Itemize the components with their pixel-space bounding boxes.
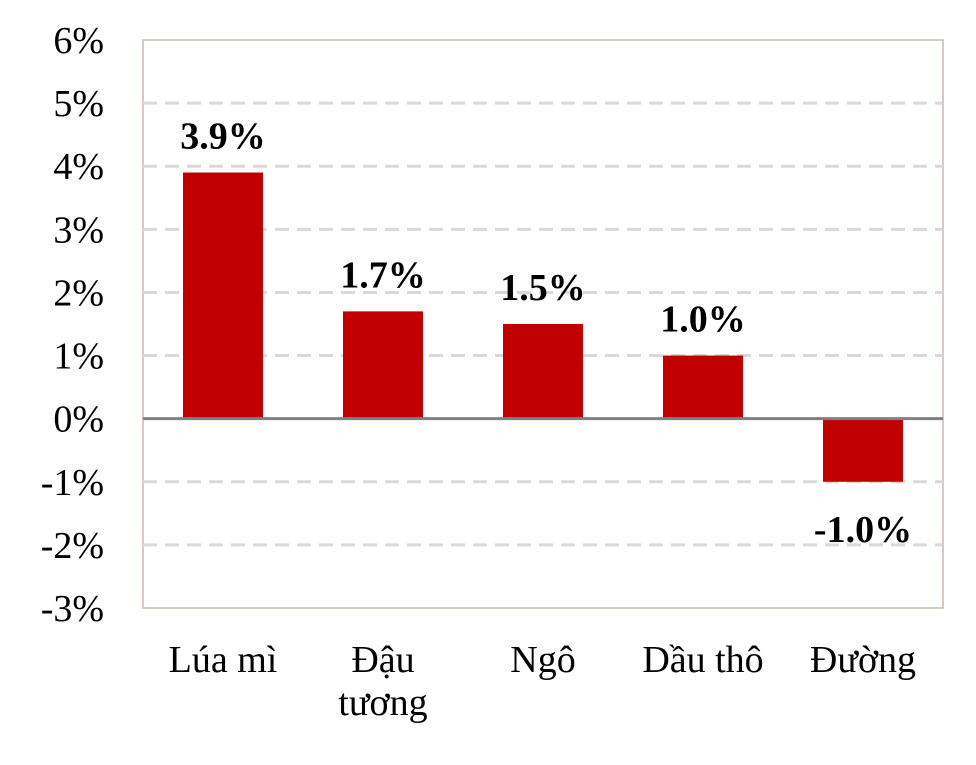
y-tick-label: 1%: [53, 336, 104, 378]
y-tick-label: -2%: [41, 525, 104, 567]
y-tick-label: -1%: [41, 462, 104, 504]
data-label: -1.0%: [814, 509, 912, 551]
category-label: Ngô: [510, 639, 575, 681]
data-label: 1.5%: [500, 267, 586, 309]
y-tick-label: 5%: [53, 83, 104, 125]
bar: [823, 418, 903, 482]
bar: [183, 172, 263, 419]
bar: [503, 324, 583, 419]
bar-layer: [183, 172, 903, 482]
grid-layer: [142, 39, 944, 609]
y-tick-label: 6%: [53, 20, 104, 62]
category-label: Đường: [810, 639, 916, 681]
bar: [343, 311, 423, 419]
plot-area-border: [142, 39, 944, 609]
y-tick-label: -3%: [41, 588, 104, 630]
category-label: Đậu: [351, 639, 414, 681]
axis-layer: 6% 5% 4% 3% 2% 1% 0% -1% -2% -3%: [41, 20, 943, 630]
bar: [663, 355, 743, 419]
data-label: 1.7%: [340, 254, 426, 296]
y-tick-label: 0%: [53, 399, 104, 441]
y-tick-label: 3%: [53, 209, 104, 251]
data-label: 1.0%: [660, 299, 746, 341]
category-label: Lúa mì: [169, 639, 278, 681]
y-tick-label: 4%: [53, 146, 104, 188]
y-tick-label: 2%: [53, 272, 104, 314]
category-label: tương: [338, 682, 427, 724]
category-label: Dầu thô: [642, 639, 763, 681]
data-label: 3.9%: [180, 116, 266, 158]
